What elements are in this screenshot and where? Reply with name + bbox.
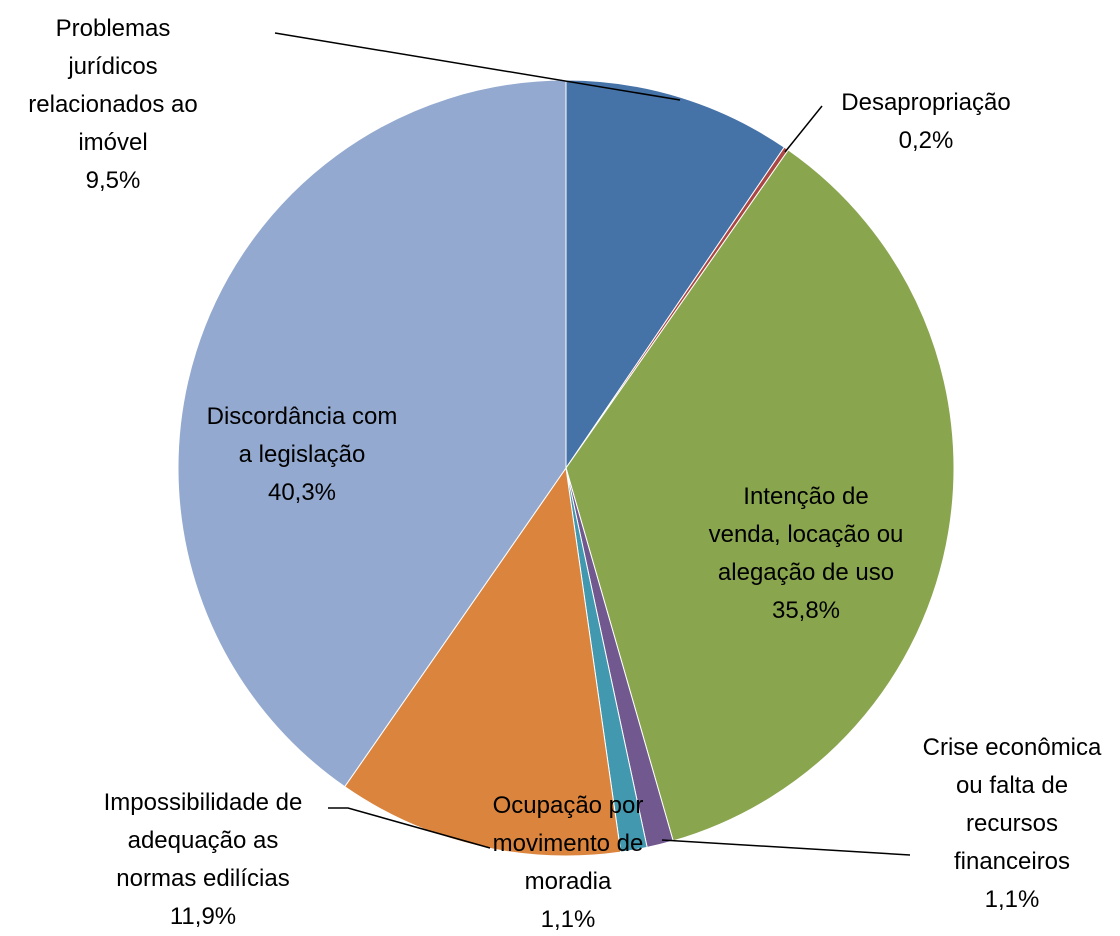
slice-label: Crise econômica ou falta de recursos fin… [922, 734, 1102, 875]
leader-line [784, 105, 823, 153]
slice-value-label: 11,9% [169, 903, 237, 930]
slice-label: Desapropriação [841, 89, 1011, 116]
slice-label: Problemas jurídicos relacionados ao imóv… [28, 15, 198, 156]
slice-label: Discordância com a legislação [206, 403, 398, 468]
pie-slice [565, 149, 955, 842]
slice-value-label: 40,3% [267, 479, 337, 506]
slice-value-label: 0,2% [898, 127, 954, 154]
leader-line [661, 839, 911, 856]
pie-slice [177, 79, 567, 788]
slice-label: Intenção de venda, locação ou alegação d… [708, 483, 904, 586]
slice-value-label: 1,1% [540, 906, 596, 933]
slice-label: Ocupação por movimento de moradia [492, 792, 644, 895]
leader-line [328, 807, 491, 849]
pie-slice [565, 79, 785, 470]
slice-label: Impossibilidade de adequação as normas e… [103, 789, 303, 892]
leader-line [274, 32, 681, 101]
slice-value-label: 9,5% [85, 167, 141, 194]
slice-value-label: 1,1% [984, 886, 1040, 913]
slice-value-label: 35,8% [771, 597, 841, 624]
pie-slice [344, 466, 622, 857]
